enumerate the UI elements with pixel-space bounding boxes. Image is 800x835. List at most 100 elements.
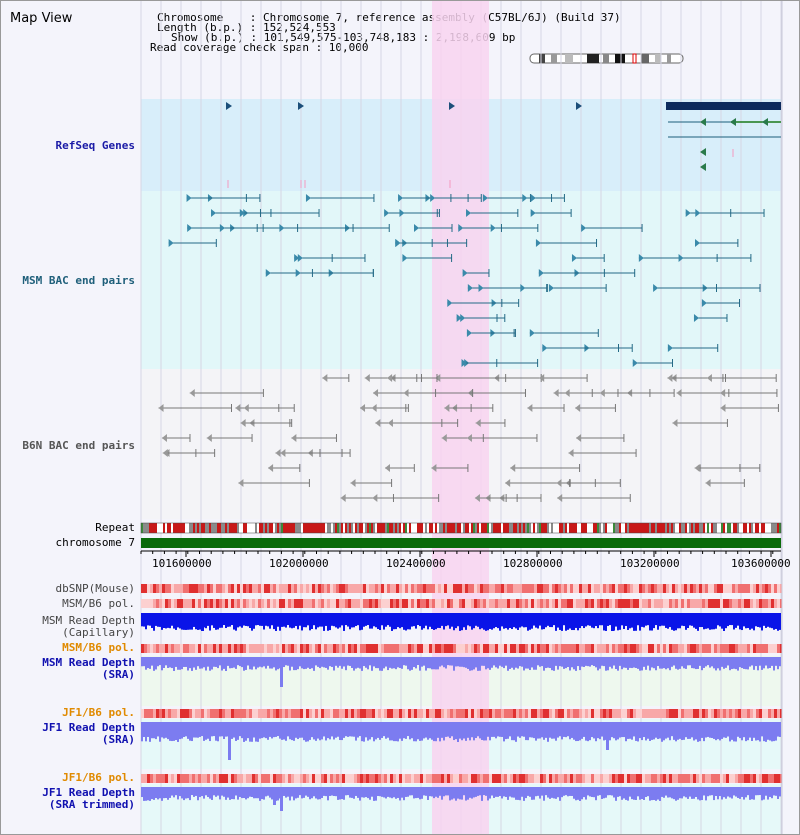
dbsnp-strip [417, 584, 420, 593]
pol-strip [645, 644, 648, 653]
repeat-mark [323, 523, 325, 533]
label-msm-depth-capillary: MSM Read Depth (Capillary) [42, 614, 135, 639]
dbsnp-strip [264, 584, 267, 593]
depth-bar [265, 657, 267, 669]
depth-bar [461, 787, 463, 800]
pol-strip [594, 644, 597, 653]
repeat-mark [217, 523, 219, 533]
depth-bar [185, 787, 187, 799]
repeat-mark [407, 523, 409, 533]
depth-bar [775, 657, 777, 666]
depth-bar [459, 657, 461, 667]
pol-strip [438, 774, 441, 783]
depth-bar [607, 657, 609, 671]
pol-strip [237, 709, 240, 718]
pol-strip [315, 599, 318, 608]
depth-bar [331, 613, 333, 626]
depth-bar [343, 787, 345, 800]
pol-strip [480, 774, 483, 783]
chromosome-ideogram[interactable] [529, 53, 685, 65]
depth-bar [451, 657, 453, 666]
axis-tick-label: 103600000 [731, 557, 791, 570]
depth-bar [727, 787, 729, 797]
depth-bar [297, 722, 299, 740]
repeat-mark [725, 523, 727, 533]
depth-bar [329, 787, 331, 796]
depth-bar [525, 787, 527, 799]
pol-strip [171, 644, 174, 653]
pol-strip [777, 709, 780, 718]
pol-strip [663, 599, 666, 608]
depth-bar [359, 722, 361, 737]
pol-strip [495, 774, 498, 783]
depth-bar [327, 657, 329, 670]
depth-bar [469, 787, 471, 798]
bac-end-marker [375, 419, 381, 427]
depth-bar [513, 657, 515, 670]
bac-end-marker [538, 269, 544, 277]
pol-strip [513, 709, 516, 718]
pol-strip [675, 709, 678, 718]
depth-bar [533, 787, 535, 800]
depth-bar [767, 722, 769, 740]
pol-strip [153, 709, 156, 718]
depth-bar [477, 787, 479, 796]
depth-bar [657, 613, 659, 630]
depth-bar [631, 722, 633, 740]
depth-bar [483, 722, 485, 741]
pol-strip [420, 774, 423, 783]
pol-strip [342, 774, 345, 783]
bac-end-marker [530, 194, 536, 202]
depth-bar [577, 657, 579, 667]
depth-bar [233, 787, 235, 800]
depth-bar [647, 787, 649, 797]
depth-bar [409, 657, 411, 671]
pol-strip [435, 709, 438, 718]
repeat-mark [245, 523, 247, 533]
depth-bar [267, 613, 269, 627]
repeat-mark [353, 523, 355, 533]
repeat-mark [539, 523, 541, 533]
pol-strip [684, 774, 687, 783]
depth-bar [319, 613, 321, 627]
depth-bar [303, 613, 305, 628]
depth-bar [181, 657, 183, 670]
repeat-mark [377, 523, 379, 533]
depth-bar [381, 787, 383, 797]
repeat-mark [687, 523, 689, 533]
pol-strip [306, 709, 309, 718]
dbsnp-strip [615, 584, 618, 593]
repeat-mark [433, 523, 435, 533]
depth-bar [511, 657, 513, 668]
pol-strip [156, 709, 159, 718]
pol-strip [150, 774, 153, 783]
repeat-mark [655, 523, 657, 533]
gene-marker [449, 102, 455, 110]
pol-strip [441, 774, 444, 783]
depth-bar [743, 722, 745, 738]
pol-strip [636, 644, 639, 653]
pol-strip [501, 709, 504, 718]
depth-bar [651, 787, 653, 801]
pol-strip [486, 709, 489, 718]
depth-bar [329, 657, 331, 667]
dbsnp-strip [720, 584, 723, 593]
bac-end-marker [265, 269, 271, 277]
depth-bar [731, 722, 733, 740]
pol-strip [708, 599, 711, 608]
pol-strip [375, 644, 378, 653]
depth-bar [445, 657, 447, 669]
pol-strip [645, 599, 648, 608]
depth-bar [771, 787, 773, 799]
depth-bar [437, 657, 439, 670]
repeat-mark [413, 523, 415, 533]
pol-strip [462, 774, 465, 783]
depth-bar [369, 657, 371, 666]
depth-bar [593, 657, 595, 667]
view-title: Map View [10, 11, 73, 26]
pol-strip [261, 599, 264, 608]
dbsnp-strip [222, 584, 225, 593]
dbsnp-strip [279, 584, 282, 593]
depth-bar [287, 722, 289, 737]
